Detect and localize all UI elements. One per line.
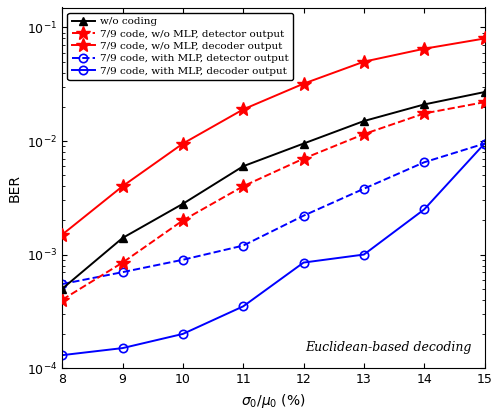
w/o coding xyxy=(60,286,66,291)
7/9 code, w/o MLP, detector output xyxy=(180,218,186,223)
7/9 code, w/o MLP, detector output xyxy=(240,184,246,189)
7/9 code, w/o MLP, detector output xyxy=(482,100,488,105)
7/9 code, w/o MLP, detector output xyxy=(120,260,126,265)
7/9 code, with MLP, detector output xyxy=(120,270,126,275)
7/9 code, w/o MLP, decoder output xyxy=(361,59,367,64)
w/o coding xyxy=(180,201,186,206)
7/9 code, with MLP, decoder output xyxy=(361,252,367,257)
Legend: w/o coding, 7/9 code, w/o MLP, detector output, 7/9 code, w/o MLP, decoder outpu: w/o coding, 7/9 code, w/o MLP, detector … xyxy=(68,13,292,80)
w/o coding xyxy=(482,90,488,95)
7/9 code, with MLP, decoder output xyxy=(482,141,488,146)
7/9 code, with MLP, detector output xyxy=(60,281,66,286)
7/9 code, with MLP, decoder output xyxy=(421,207,427,212)
7/9 code, with MLP, decoder output xyxy=(300,260,306,265)
7/9 code, w/o MLP, decoder output xyxy=(60,232,66,237)
w/o coding xyxy=(421,102,427,107)
Line: 7/9 code, w/o MLP, decoder output: 7/9 code, w/o MLP, decoder output xyxy=(56,32,492,241)
7/9 code, w/o MLP, detector output xyxy=(60,297,66,302)
7/9 code, w/o MLP, decoder output xyxy=(421,46,427,51)
7/9 code, with MLP, detector output xyxy=(421,160,427,165)
Line: 7/9 code, with MLP, detector output: 7/9 code, with MLP, detector output xyxy=(58,139,488,288)
7/9 code, with MLP, decoder output xyxy=(240,304,246,309)
7/9 code, w/o MLP, decoder output xyxy=(240,107,246,112)
7/9 code, with MLP, detector output xyxy=(240,243,246,248)
7/9 code, w/o MLP, decoder output xyxy=(482,36,488,41)
Line: 7/9 code, w/o MLP, detector output: 7/9 code, w/o MLP, detector output xyxy=(56,95,492,306)
7/9 code, w/o MLP, decoder output xyxy=(120,184,126,189)
7/9 code, w/o MLP, decoder output xyxy=(180,141,186,146)
7/9 code, with MLP, detector output xyxy=(180,257,186,262)
w/o coding xyxy=(120,236,126,241)
7/9 code, with MLP, decoder output xyxy=(120,346,126,351)
7/9 code, w/o MLP, detector output xyxy=(300,156,306,161)
X-axis label: $\sigma_0/\mu_0$ (%): $\sigma_0/\mu_0$ (%) xyxy=(241,392,306,409)
7/9 code, with MLP, decoder output xyxy=(180,332,186,337)
w/o coding xyxy=(300,141,306,146)
7/9 code, with MLP, detector output xyxy=(482,141,488,146)
7/9 code, w/o MLP, detector output xyxy=(421,111,427,116)
Line: w/o coding: w/o coding xyxy=(58,88,488,293)
7/9 code, w/o MLP, decoder output xyxy=(300,81,306,86)
w/o coding xyxy=(240,164,246,169)
7/9 code, with MLP, decoder output xyxy=(60,353,66,358)
Line: 7/9 code, with MLP, decoder output: 7/9 code, with MLP, decoder output xyxy=(58,139,488,359)
7/9 code, with MLP, detector output xyxy=(300,213,306,218)
7/9 code, with MLP, detector output xyxy=(361,186,367,191)
Y-axis label: BER: BER xyxy=(8,174,22,202)
w/o coding xyxy=(361,118,367,123)
7/9 code, w/o MLP, detector output xyxy=(361,132,367,137)
Text: Euclidean-based decoding: Euclidean-based decoding xyxy=(306,341,472,354)
